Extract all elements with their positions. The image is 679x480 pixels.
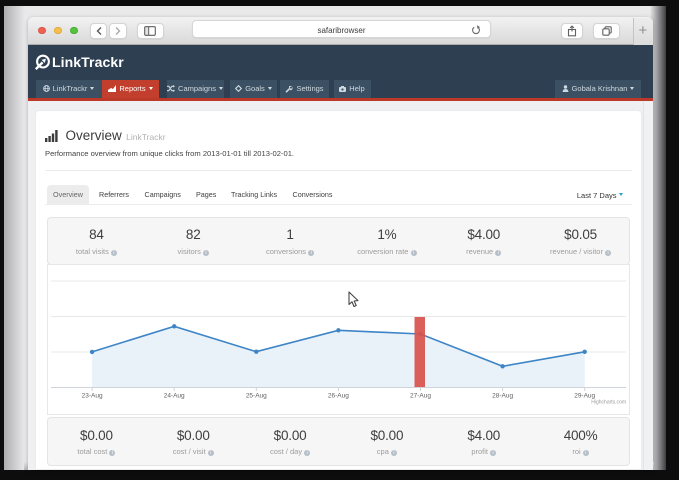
svg-text:23-Aug: 23-Aug <box>82 393 103 400</box>
svg-text:29-Aug: 29-Aug <box>574 393 595 400</box>
svg-text:27-Aug: 27-Aug <box>410 393 431 400</box>
svg-text:24-Aug: 24-Aug <box>164 393 185 400</box>
svg-text:Highcharts.com: Highcharts.com <box>591 400 626 406</box>
svg-text:25-Aug: 25-Aug <box>246 393 267 400</box>
svg-text:26-Aug: 26-Aug <box>328 393 349 400</box>
svg-text:28-Aug: 28-Aug <box>492 393 513 400</box>
